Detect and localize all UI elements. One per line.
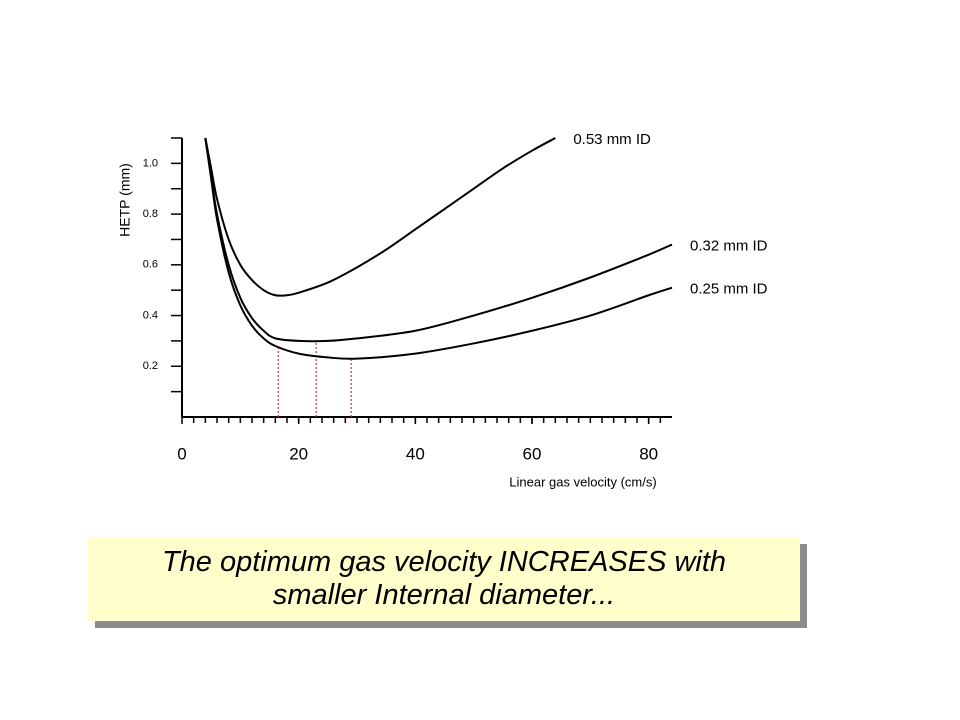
y-tick-label: 0.6	[143, 259, 158, 271]
x-tick-label: 80	[639, 444, 658, 463]
y-axis-label: HETP (mm)	[117, 163, 133, 237]
x-tick-label: 0	[177, 444, 186, 463]
x-tick-label: 40	[406, 444, 425, 463]
y-tick-label: 0.8	[143, 208, 158, 220]
series-line	[204, 137, 556, 297]
series-label: 0.32 mm ID	[690, 237, 768, 254]
series-label: 0.53 mm ID	[573, 131, 651, 148]
caption-line: smaller Internal diameter...	[272, 579, 616, 611]
caption-box: The optimum gas velocity INCREASES with …	[88, 537, 800, 621]
series-line	[204, 137, 673, 343]
y-tick-label: 0.4	[143, 309, 158, 321]
caption-line: The optimum gas velocity INCREASES with	[161, 546, 727, 578]
x-tick-label: 20	[289, 444, 308, 463]
series-label: 0.25 mm ID	[690, 281, 768, 298]
y-tick-label: 0.2	[143, 360, 158, 372]
x-axis-label: Linear gas velocity (cm/s)	[509, 474, 656, 489]
y-tick-label: 1.0	[143, 157, 158, 169]
x-tick-label: 60	[523, 444, 542, 463]
series-line	[204, 137, 673, 360]
